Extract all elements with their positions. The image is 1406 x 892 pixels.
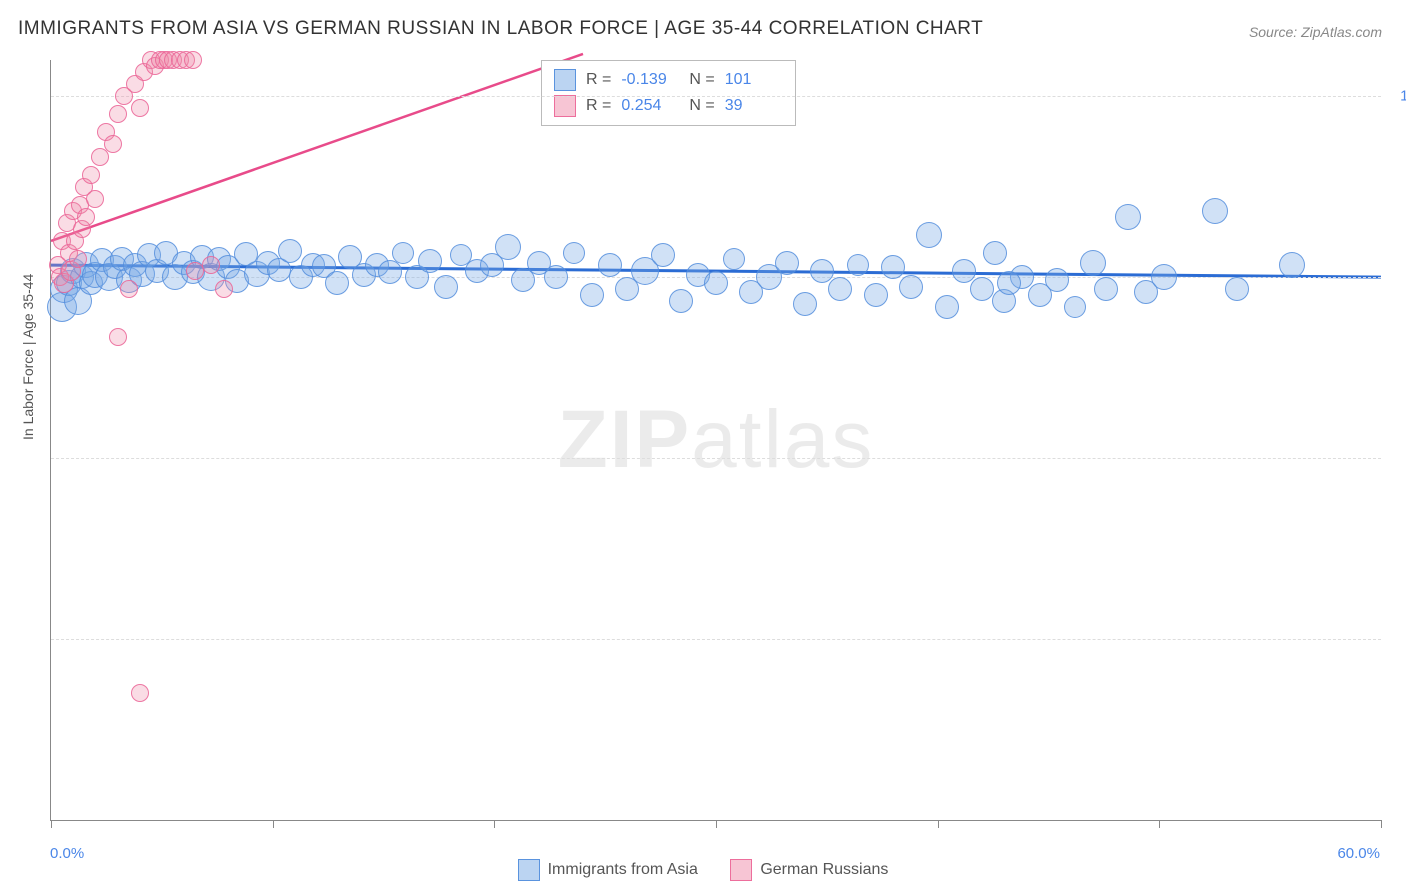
chart-container: IMMIGRANTS FROM ASIA VS GERMAN RUSSIAN I… [0,0,1406,892]
data-point [325,271,349,295]
data-point [82,166,100,184]
chart-title: IMMIGRANTS FROM ASIA VS GERMAN RUSSIAN I… [18,18,983,40]
data-point [202,256,220,274]
stats-row-blue: R = -0.139 N = 101 [554,67,783,93]
legend-swatch-blue-icon [518,859,540,881]
plot-area: ZIPatlas R = -0.139 N = 101 R = 0.254 N … [50,60,1381,821]
data-point [881,255,905,279]
data-point [669,289,693,313]
gridline [51,639,1381,640]
data-point [184,51,202,69]
data-point [983,241,1007,265]
data-point [1064,296,1086,318]
watermark: ZIPatlas [558,393,875,487]
data-point [864,283,888,307]
data-point [704,271,728,295]
bottom-legend: Immigrants from Asia German Russians [0,859,1406,886]
gridline [51,458,1381,459]
y-tick-label: 85.0% [1391,269,1406,286]
swatch-blue-icon [554,69,576,91]
data-point [1115,204,1141,230]
data-point [828,277,852,301]
x-tick [938,820,939,828]
source-label: Source: ZipAtlas.com [1249,24,1382,40]
y-tick-label: 100.0% [1391,88,1406,105]
data-point [434,275,458,299]
data-point [120,280,138,298]
x-tick [51,820,52,828]
legend-label-blue: Immigrants from Asia [548,861,698,879]
data-point [131,99,149,117]
data-point [1202,198,1228,224]
data-point [1080,250,1106,276]
data-point [1279,252,1305,278]
y-tick-label: 70.0% [1391,450,1406,467]
y-tick-label: 55.0% [1391,631,1406,648]
stats-pink-r: 0.254 [621,97,679,115]
legend-item-blue: Immigrants from Asia [518,859,698,881]
data-point [952,259,976,283]
data-point [86,190,104,208]
data-point [598,253,622,277]
stats-blue-n: 101 [725,71,783,89]
legend-label-pink: German Russians [760,861,888,879]
data-point [563,242,585,264]
data-point [131,684,149,702]
data-point [899,275,923,299]
data-point [544,265,568,289]
data-point [847,254,869,276]
data-point [69,250,87,268]
data-point [392,242,414,264]
x-tick [273,820,274,828]
stats-blue-r: -0.139 [621,71,679,89]
data-point [109,105,127,123]
legend-swatch-pink-icon [730,859,752,881]
stats-box: R = -0.139 N = 101 R = 0.254 N = 39 [541,60,796,126]
stats-pink-n: 39 [725,97,783,115]
data-point [793,292,817,316]
trend-lines [51,60,1381,820]
x-tick [1159,820,1160,828]
data-point [215,280,233,298]
data-point [580,283,604,307]
data-point [77,208,95,226]
data-point [916,222,942,248]
data-point [1151,264,1177,290]
data-point [104,135,122,153]
data-point [418,249,442,273]
x-tick [1381,820,1382,828]
data-point [495,234,521,260]
data-point [997,271,1021,295]
data-point [775,251,799,275]
legend-item-pink: German Russians [730,859,888,881]
x-tick [494,820,495,828]
y-axis-label: In Labor Force | Age 35-44 [20,274,36,440]
data-point [810,259,834,283]
x-max-label: 60.0% [1337,845,1380,862]
swatch-pink-icon [554,95,576,117]
data-point [1225,277,1249,301]
data-point [723,248,745,270]
data-point [378,260,402,284]
data-point [109,328,127,346]
data-point [1045,268,1069,292]
x-tick [716,820,717,828]
data-point [651,243,675,267]
gridline [51,96,1381,97]
data-point [278,239,302,263]
data-point [935,295,959,319]
x-min-label: 0.0% [50,845,84,862]
data-point [1094,277,1118,301]
data-point [970,277,994,301]
